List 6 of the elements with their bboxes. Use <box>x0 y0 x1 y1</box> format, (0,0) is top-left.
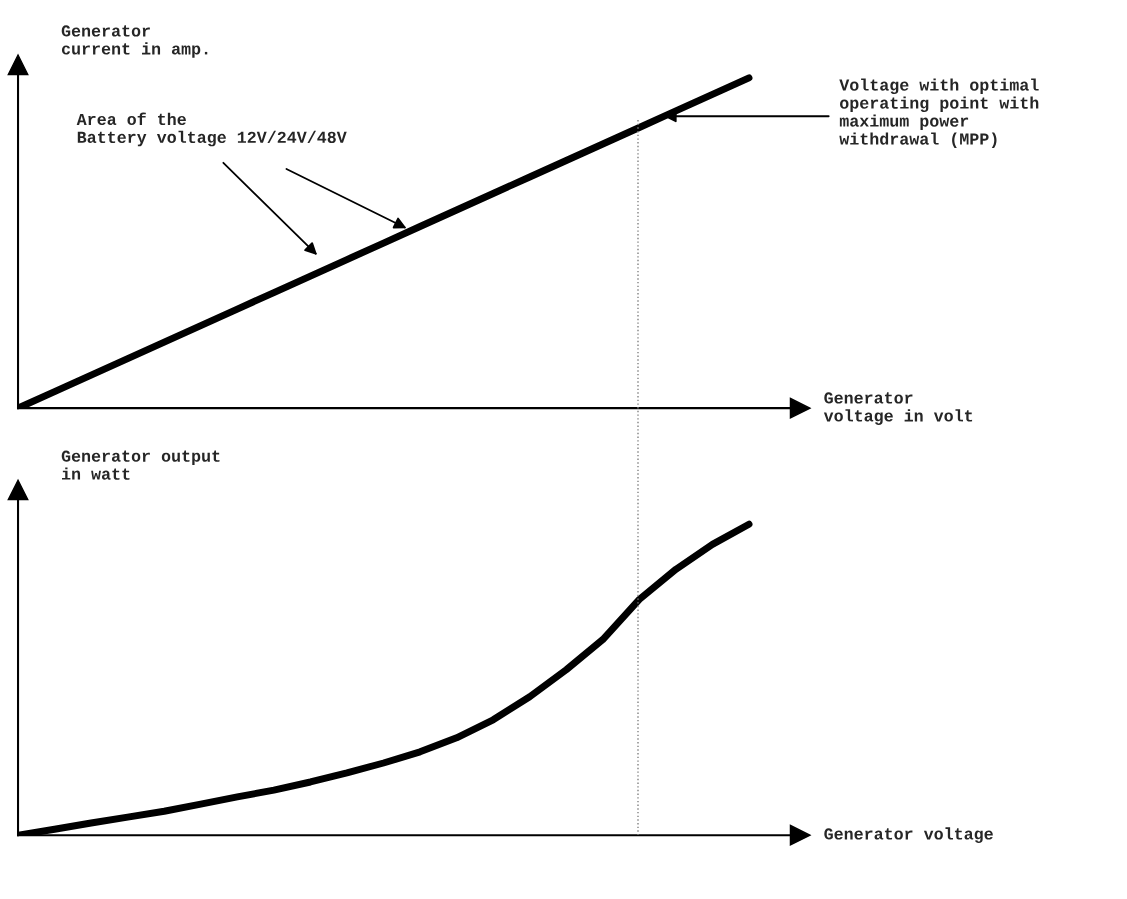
y-axis-title: Generator output in watt <box>61 450 220 480</box>
text: Voltage with optimal operating point with maximum power withdrawal (MPP) <box>839 78 1039 148</box>
y-axis-title: Generator current in amp. <box>61 25 208 58</box>
x-axis-title: Generator voltage <box>824 827 993 843</box>
annotation: Area of the Battery voltage 12V/24V/48V <box>76 112 347 147</box>
x-axis-title: Generator voltage in volt <box>823 392 973 425</box>
